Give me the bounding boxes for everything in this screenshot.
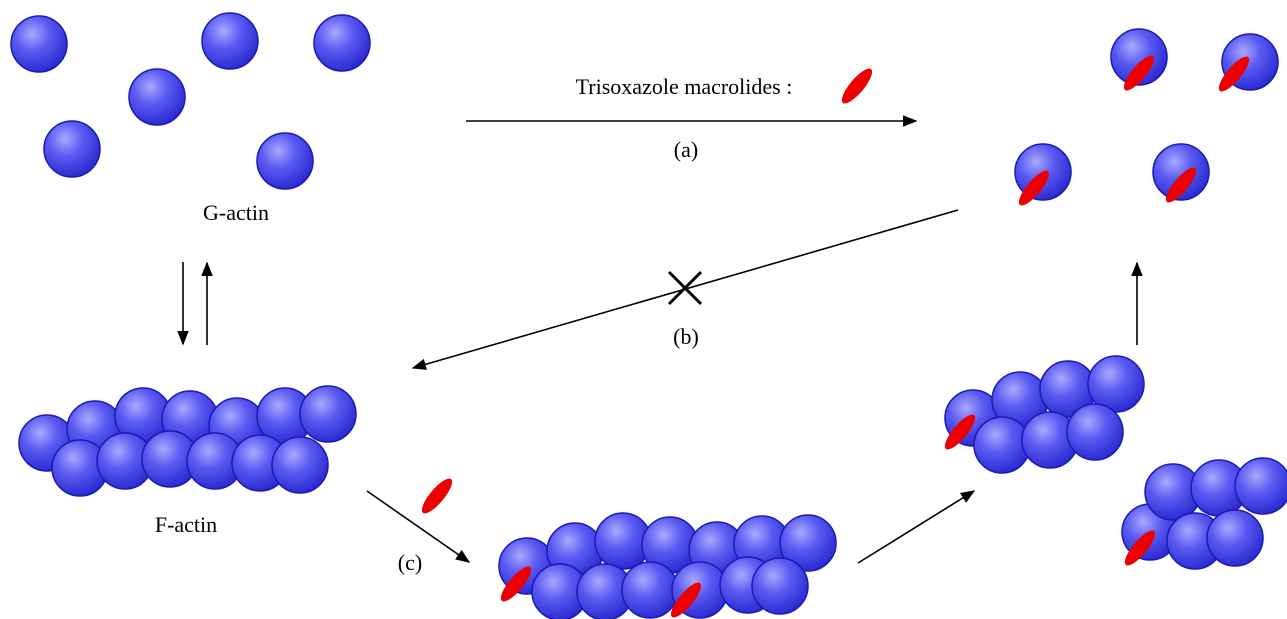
actin-sphere bbox=[257, 133, 313, 189]
actin-sphere bbox=[129, 69, 185, 125]
block-cross bbox=[669, 272, 701, 304]
step-label: (c) bbox=[398, 550, 422, 575]
drug-molecule bbox=[417, 475, 456, 518]
diagram: Trisoxazole macrolides : (a) (b) (c) G-a… bbox=[0, 0, 1287, 619]
drug-molecule bbox=[837, 65, 876, 108]
actin-sphere bbox=[1067, 404, 1123, 460]
actin-sphere bbox=[272, 437, 328, 493]
actin-sphere bbox=[202, 13, 258, 69]
actin-sphere bbox=[300, 386, 356, 442]
actin-sphere bbox=[622, 562, 678, 618]
actin-sphere bbox=[44, 121, 100, 177]
arrows bbox=[183, 121, 1137, 563]
f-actin-label: F-actin bbox=[155, 512, 217, 537]
arrow-fragment bbox=[858, 491, 974, 563]
drug-label: Trisoxazole macrolides : bbox=[576, 74, 793, 99]
actin-sphere bbox=[1235, 458, 1287, 514]
actin-sphere bbox=[11, 16, 67, 72]
actin-sphere bbox=[1207, 510, 1263, 566]
actin-sphere bbox=[752, 558, 808, 614]
step-label: (a) bbox=[674, 137, 698, 162]
actin-sphere bbox=[314, 15, 370, 71]
step-label: (b) bbox=[673, 324, 699, 349]
g-actin-label: G-actin bbox=[203, 200, 269, 225]
actin-sphere bbox=[974, 417, 1030, 473]
